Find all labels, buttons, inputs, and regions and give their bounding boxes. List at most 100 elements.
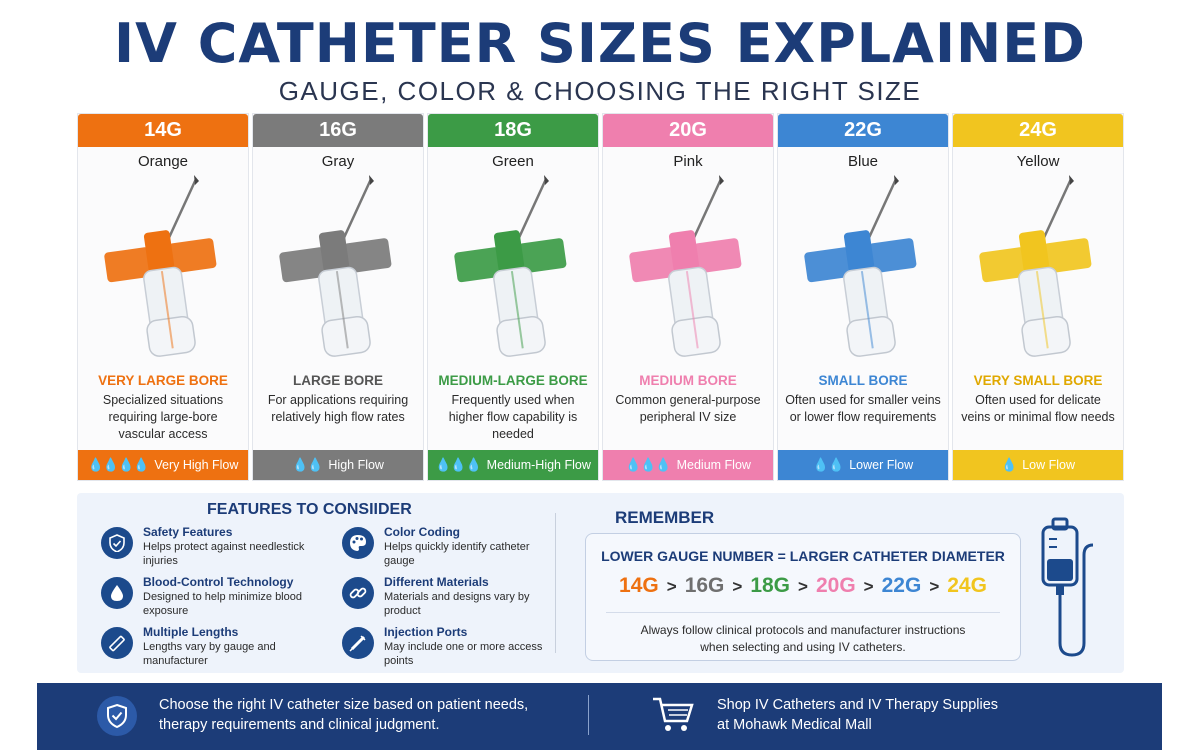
footer-divider <box>588 695 589 735</box>
greater-than-symbol: > <box>929 577 940 596</box>
flow-bar: 💧💧 High Flow <box>253 450 423 480</box>
flow-bar: 💧 Low Flow <box>953 450 1123 480</box>
sequence-gauge: 18G <box>750 574 791 597</box>
sequence-gauge: 22G <box>881 574 922 597</box>
sequence-gauge: 14G <box>619 574 659 597</box>
shield-check-icon <box>97 696 137 736</box>
flow-label: Low Flow <box>1022 458 1075 472</box>
shop-link-line-1: Shop IV Catheters and IV Therapy Supplie… <box>717 697 999 713</box>
flow-label: High Flow <box>328 458 384 472</box>
gauge-sequence: 14G >16G >18G >20G >22G >24G <box>586 574 1020 598</box>
iv-catheter-image <box>804 175 917 357</box>
features-title: FEATURES TO CONSIIDER <box>207 501 412 518</box>
color-name: Yellow <box>1016 153 1060 170</box>
bore-description: Often used for smaller veins or lower fl… <box>785 393 941 424</box>
gauge-header: 16G <box>253 114 423 147</box>
iv-catheter-image <box>279 175 392 357</box>
feature-item: Different Materials Materials and design… <box>342 575 542 621</box>
gauge-label: 20G <box>669 119 707 141</box>
gauge-header: 18G <box>428 114 598 147</box>
gauge-header: 20G <box>603 114 773 147</box>
feature-name: Multiple Lengths <box>143 625 239 639</box>
feature-item: Blood-Control Technology Designed to hel… <box>101 575 302 621</box>
remember-box: LOWER GAUGE NUMBER = LARGER CATHETER DIA… <box>585 533 1021 661</box>
color-name: Orange <box>137 153 189 170</box>
remember-note: Always follow clinical protocols and man… <box>586 622 1020 656</box>
link-icon <box>342 577 374 609</box>
sequence-gauge: 16G <box>684 574 725 597</box>
color-name: Pink <box>673 153 703 170</box>
gauge-label: 24G <box>1019 119 1057 141</box>
feature-item: Safety Features Helps protect against ne… <box>101 525 304 571</box>
gauge-label: 22G <box>844 119 882 141</box>
flow-label: Medium Flow <box>676 458 751 472</box>
color-name: Blue <box>847 153 879 170</box>
catheter-column-24g: 24G Yellow VERY SMALL BORE Often used fo… <box>952 113 1124 481</box>
gauge-label: 18G <box>494 119 532 141</box>
feature-name: Injection Ports <box>384 625 468 639</box>
feature-text: Materials and designs vary by product <box>384 591 530 617</box>
iv-bag-icon <box>1041 517 1094 657</box>
remember-rule: LOWER GAUGE NUMBER = LARGER CATHETER DIA… <box>601 548 1005 564</box>
flow-bar: 💧💧 Lower Flow <box>778 450 948 480</box>
greater-than-symbol: > <box>732 577 743 596</box>
bore-label: LARGE BORE <box>292 373 383 388</box>
color-name: Gray <box>321 153 355 170</box>
sequence-gauge: 24G <box>947 574 987 597</box>
bore-label: VERY LARGE BORE <box>98 373 228 388</box>
remember-note-line-2: when selecting and using IV catheters. <box>700 640 906 654</box>
info-panel: FEATURES TO CONSIIDER Safety Features He… <box>77 493 1124 673</box>
drop-icon: 💧💧💧 <box>625 457 672 472</box>
remember-note-line-1: Always follow clinical protocols and man… <box>640 623 966 637</box>
color-name: Green <box>492 153 534 170</box>
bore-label: MEDIUM-LARGE BORE <box>438 373 588 388</box>
catheter-column-16g: 16G Gray LARGE BORE For applications req… <box>252 113 424 481</box>
gauge-label: 16G <box>319 119 357 141</box>
flow-label: Lower Flow <box>849 458 914 472</box>
iv-catheter-image <box>104 175 217 357</box>
feature-name: Different Materials <box>384 575 489 589</box>
cart-icon[interactable] <box>651 695 695 735</box>
ruler-icon <box>101 627 133 659</box>
bore-label: VERY SMALL BORE <box>973 373 1103 388</box>
gauge-header: 22G <box>778 114 948 147</box>
drop-icon: 💧💧 <box>292 457 323 472</box>
flow-bar: 💧💧💧 Medium Flow <box>603 450 773 480</box>
remember-title: REMEMBER <box>615 508 715 527</box>
flow-bar: 💧💧💧 Medium-High Flow <box>428 450 598 480</box>
bore-label: SMALL BORE <box>818 373 908 388</box>
gauge-label: 14G <box>144 119 182 141</box>
flow-label: Medium-High Flow <box>486 458 591 472</box>
feature-name: Safety Features <box>143 525 233 539</box>
drop-icon: 💧💧 <box>812 457 844 472</box>
footer-message: Choose the right IV catheter size based … <box>159 695 528 735</box>
bore-label: MEDIUM BORE <box>639 373 737 388</box>
iv-catheter-image <box>454 175 567 357</box>
syringe-icon <box>342 627 374 659</box>
remember-divider <box>606 612 1000 613</box>
catheter-column-22g: 22G Blue SMALL BORE Often used for small… <box>777 113 949 481</box>
feature-text: May include one or more access points <box>384 641 543 667</box>
catheter-column-14g: 14G Orange VERY LARGE BORE Specialized s… <box>77 113 249 481</box>
iv-catheter-image <box>979 175 1092 357</box>
gauge-header: 24G <box>953 114 1123 147</box>
iv-catheter-image <box>629 175 742 357</box>
feature-text: Helps protect against needlestick injuri… <box>143 541 305 567</box>
footer-message-line-2: therapy requirements and clinical judgme… <box>159 717 440 733</box>
gauge-header: 14G <box>78 114 248 147</box>
drop-icon <box>101 577 133 609</box>
bore-description: Often used for delicate veins or minimal… <box>961 393 1115 424</box>
greater-than-symbol: > <box>666 577 677 596</box>
greater-than-symbol: > <box>798 577 808 596</box>
sequence-gauge: 20G <box>815 574 856 597</box>
drop-icon: 💧💧💧💧 <box>87 457 150 472</box>
bore-description: Common general-purpose peripheral IV siz… <box>615 393 761 424</box>
page-subtitle: GAUGE, COLOR & CHOOSING THE RIGHT SIZE <box>278 76 922 106</box>
shop-link[interactable]: Shop IV Catheters and IV Therapy Supplie… <box>717 695 998 735</box>
page-title: IV CATHETER SIZES EXPLAINED <box>114 12 1086 75</box>
bore-description: Frequently used when higher flow capabil… <box>448 393 578 441</box>
bore-description: For applications requiring relatively hi… <box>267 393 409 424</box>
drop-icon: 💧💧💧 <box>435 457 482 472</box>
feature-text: Lengths vary by gauge and manufacturer <box>143 641 276 667</box>
greater-than-symbol: > <box>863 577 874 596</box>
